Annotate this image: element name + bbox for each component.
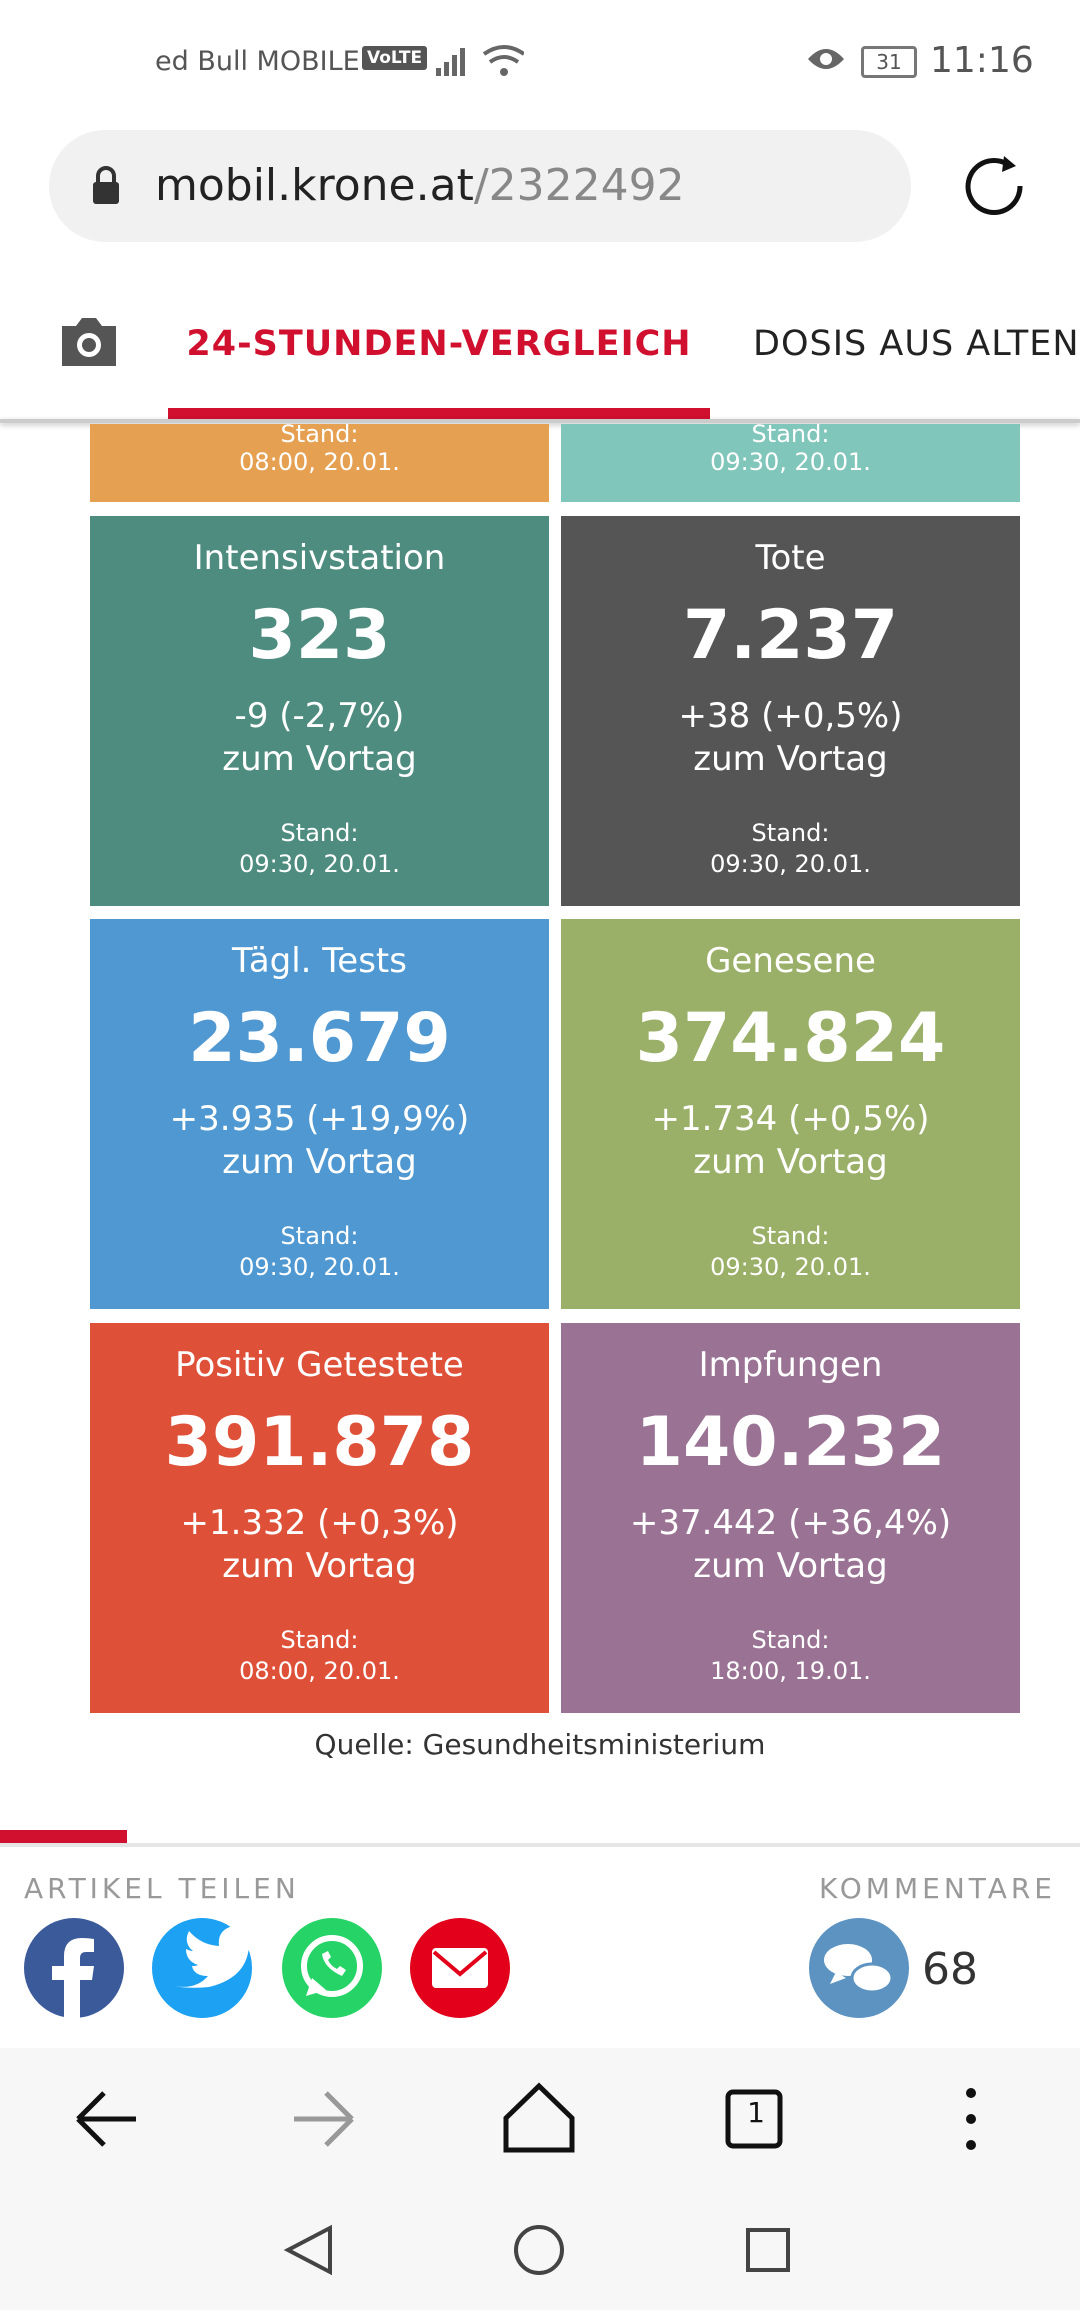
stat-tile: Intensivstation 323 -9 (-2,7%) zum Vortag St… (90, 516, 549, 906)
clock: 11:16 (930, 40, 1034, 81)
tile-note: zum Vortag (693, 739, 888, 779)
forward-button[interactable] (294, 2091, 354, 2147)
tile-change: +37.442 (+36,4%) (629, 1503, 952, 1543)
tile-title: Intensivstation (193, 538, 446, 578)
stand-date: 09:30, 20.01. (239, 1253, 400, 1281)
tab-active[interactable]: 24-STUNDEN-VERGLEICH (186, 324, 692, 364)
stand-label: Stand: (751, 819, 830, 847)
twitter-button[interactable] (152, 1918, 257, 2018)
lock-icon (93, 166, 119, 204)
stand-date: 09:30, 20.01. (710, 850, 871, 878)
sys-back[interactable] (283, 2224, 332, 2276)
stat-tile: Tote 7.237 +38 (+0,5%) zum Vortag Stand: 09:3… (561, 516, 1020, 906)
home-button[interactable] (503, 2082, 575, 2153)
tile-change: +1.734 (+0,5%) (651, 1099, 930, 1139)
reload-button[interactable] (960, 150, 1032, 222)
comments-label: KOMMENTARE (818, 1872, 1056, 1905)
url-bar[interactable] (49, 130, 911, 242)
stand-label: Stand: (280, 819, 359, 847)
tile-note: zum Vortag (693, 1546, 888, 1586)
tab[interactable]: DOSIS AUS ALTEN (753, 324, 1080, 364)
tile-title: Tägl. Tests (232, 941, 407, 981)
stand-date: 09:30, 20.01. (239, 850, 400, 878)
tile-change: +1.332 (+0,3%) (180, 1503, 459, 1543)
stat-tile: Impfungen 140.232 +37.442 (+36,4%) zum Vort… (561, 1323, 1020, 1713)
tile-title: Genesene (705, 941, 876, 981)
tile-title: Positiv Getestete (175, 1345, 464, 1385)
partial-tile: Stand: 08:00, 20.01. (90, 424, 549, 502)
camera-icon[interactable] (58, 312, 120, 370)
share-label: ARTIKEL TEILEN (24, 1872, 300, 1905)
stat-tile: Positiv Getestete 391.878 +1.332 (+0,3%) zu… (90, 1323, 549, 1713)
header-shadow (0, 419, 1080, 423)
stand-label: Stand: (751, 424, 830, 448)
battery: 31 (861, 46, 917, 78)
sys-home[interactable] (514, 2225, 564, 2275)
stat-tile: Genesene 374.824 +1.734 (+0,5%) zum Vortag S… (561, 919, 1020, 1309)
sys-recents[interactable] (746, 2228, 790, 2272)
tile-title: Impfungen (698, 1345, 883, 1385)
carrier: ed Bull MOBILE (155, 46, 360, 77)
source: Quelle: Gesundheitsministerium (314, 1728, 766, 1761)
stand-label: Stand: (751, 1222, 830, 1250)
tile-value: 323 (248, 596, 391, 675)
stand-label: Stand: (751, 1626, 830, 1654)
mail-button[interactable] (410, 1918, 510, 2018)
stand-date: 08:00, 20.01. (239, 448, 400, 476)
stand-date: 18:00, 19.01. (710, 1657, 871, 1685)
tile-change: +3.935 (+19,9%) (169, 1099, 470, 1139)
tabs-button[interactable] (725, 2089, 783, 2149)
nav-icons (76, 2082, 976, 2276)
partial-tile: Stand: 09:30, 20.01. (561, 424, 1020, 502)
tab-count: 1 (747, 2096, 765, 2129)
url-domain: mobil.krone.at (155, 160, 474, 211)
signal-wifi-icons (436, 45, 524, 76)
stand-label: Stand: (280, 1222, 359, 1250)
facebook-button[interactable] (24, 1918, 124, 2018)
menu-button[interactable] (966, 2088, 976, 2150)
stand-label: Stand: (280, 424, 359, 448)
tab-underline (168, 408, 710, 420)
tile-note: zum Vortag (693, 1142, 888, 1182)
tile-note: zum Vortag (222, 1142, 417, 1182)
tile-note: zum Vortag (222, 739, 417, 779)
divider (0, 1843, 1080, 1847)
tile-value: 374.824 (635, 999, 946, 1078)
tile-change: +38 (+0,5%) (678, 696, 903, 736)
tile-value: 391.878 (164, 1403, 475, 1482)
tile-value: 140.232 (635, 1403, 946, 1482)
eye-icon (808, 49, 844, 69)
stand-label: Stand: (280, 1626, 359, 1654)
url-path: /2322492 (473, 160, 685, 211)
back-button[interactable] (76, 2091, 136, 2147)
stand-date: 08:00, 20.01. (239, 1657, 400, 1685)
stand-date: 09:30, 20.01. (710, 448, 871, 476)
tile-note: zum Vortag (222, 1546, 417, 1586)
whatsapp-button[interactable] (282, 1918, 382, 2018)
tile-value: 7.237 (682, 596, 899, 675)
comments-button[interactable] (809, 1918, 909, 2018)
comments-count: 68 (922, 1944, 978, 1995)
stand-date: 09:30, 20.01. (710, 1253, 871, 1281)
volte-icon: VoLTE (362, 46, 428, 70)
stat-tile: Tägl. Tests 23.679 +3.935 (+19,9%) zum Vort… (90, 919, 549, 1309)
url: mobil.krone.at/2322492 (155, 160, 685, 211)
tile-value: 23.679 (188, 999, 451, 1078)
tile-change: -9 (-2,7%) (234, 696, 405, 736)
tile-title: Tote (755, 538, 826, 578)
progress-bar (0, 1830, 127, 1843)
browser-nav (0, 2048, 1080, 2310)
share-icons (24, 1918, 909, 2018)
